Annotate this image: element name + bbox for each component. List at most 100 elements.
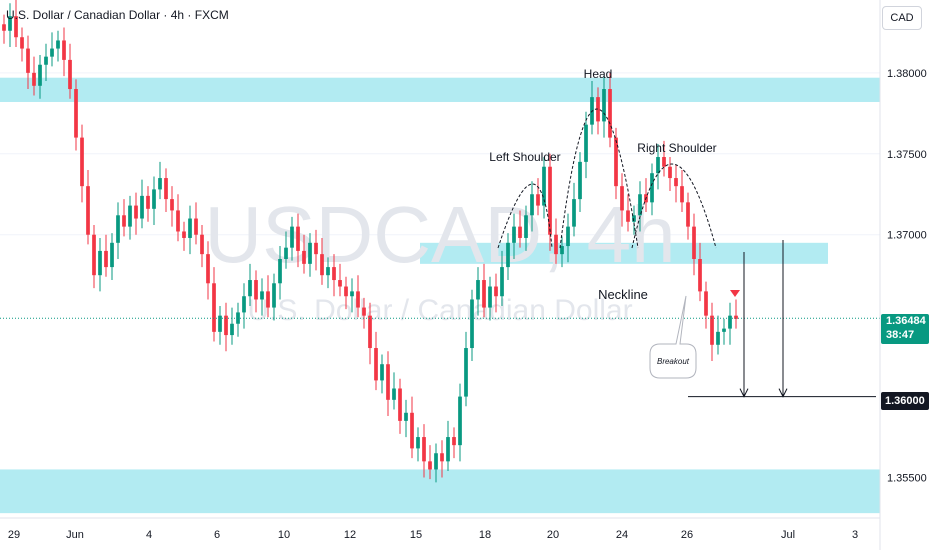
candle-body — [698, 259, 702, 292]
support-resistance-zones — [0, 77, 880, 514]
time-tick-label: 15 — [410, 529, 422, 541]
candle-body — [308, 242, 312, 264]
candle-body — [50, 48, 54, 57]
candle-body — [326, 267, 330, 276]
candle-body — [470, 299, 474, 349]
candle-body — [92, 234, 96, 276]
candle-body — [134, 205, 138, 219]
time-tick-label: 29 — [8, 529, 20, 541]
candle-body — [314, 242, 318, 255]
breakout-callout — [649, 295, 697, 379]
candle-body — [638, 194, 642, 216]
candle-body — [524, 215, 528, 238]
candle-body — [110, 242, 114, 268]
candle-body — [458, 396, 462, 446]
zone-rect — [0, 77, 880, 102]
candle-body — [356, 291, 360, 308]
candle-body — [146, 195, 150, 209]
candle-body — [164, 178, 168, 200]
candle-body — [56, 40, 60, 49]
time-tick-label: Jul — [781, 529, 795, 541]
zone-rect — [0, 469, 880, 514]
candle-body — [464, 348, 468, 397]
neckline-label: Neckline — [598, 287, 648, 302]
candle-body — [350, 291, 354, 297]
target-price-tag: 1.36000 — [881, 392, 929, 410]
candle-body — [242, 296, 246, 313]
candle-body — [38, 64, 42, 86]
candle-body — [68, 59, 72, 90]
time-tick-label: 4 — [146, 529, 152, 541]
candle-body — [446, 437, 450, 462]
candle-body — [656, 157, 660, 174]
candle-body — [32, 72, 36, 86]
candle-body — [530, 194, 534, 216]
candle-body — [188, 218, 192, 238]
candle-body — [230, 323, 234, 336]
time-tick-label: 10 — [278, 529, 290, 541]
head-label: Head — [584, 67, 613, 81]
candle-body — [686, 202, 690, 227]
candle-body — [170, 199, 174, 211]
candle-body — [584, 124, 588, 162]
head-arc — [559, 108, 639, 249]
candle-body — [674, 178, 678, 187]
candlestick-series — [0, 0, 880, 483]
candle-body — [476, 280, 480, 300]
candle-body — [104, 250, 108, 268]
candle-body — [332, 267, 336, 281]
watermark-name: U.S. Dollar / Canadian Dollar — [247, 294, 632, 327]
candle-body — [266, 291, 270, 308]
candle-body — [506, 242, 510, 268]
candle-body — [554, 234, 558, 255]
candle-body — [452, 437, 456, 446]
right-shoulder-arc — [631, 163, 717, 249]
candle-body — [80, 137, 84, 187]
arrow-head-icon — [739, 388, 749, 398]
candle-body — [26, 48, 30, 73]
candle-body — [158, 178, 162, 190]
candle-body — [398, 388, 402, 421]
candle-body — [194, 218, 198, 235]
candle-body — [650, 173, 654, 203]
currency-button[interactable]: CAD — [882, 6, 922, 30]
current-price-tag: 1.36484 38:47 — [881, 314, 929, 344]
candle-body — [98, 250, 102, 276]
candle-body — [512, 226, 516, 243]
candle-body — [62, 40, 66, 60]
candle-body — [482, 280, 486, 308]
candle-body — [680, 186, 684, 203]
candle-body — [734, 315, 738, 319]
time-tick-label: 18 — [479, 529, 491, 541]
candle-body — [548, 166, 552, 235]
candle-body — [602, 89, 606, 122]
candle-body — [428, 461, 432, 470]
candle-body — [434, 453, 438, 470]
candle-body — [272, 283, 276, 308]
candle-body — [296, 226, 300, 251]
candle-body — [260, 291, 264, 300]
chart-title: U.S. Dollar / Canadian Dollar · 4h · FXC… — [6, 8, 229, 22]
candle-body — [620, 186, 624, 211]
time-tick-label: 20 — [547, 529, 559, 541]
candle-body — [200, 234, 204, 255]
candle-body — [614, 137, 618, 187]
time-axis: 29 Jun 4 6 10 12 15 18 20 24 26 Jul 3 — [0, 517, 880, 541]
candle-body — [392, 388, 396, 400]
candle-body — [416, 437, 420, 449]
candle-body — [74, 89, 78, 138]
time-tick-label: 3 — [852, 529, 858, 541]
candle-body — [116, 215, 120, 243]
candle-body — [122, 215, 126, 227]
candle-body — [722, 328, 726, 332]
candle-body — [44, 56, 48, 65]
candle-body — [626, 210, 630, 222]
candle-body — [662, 157, 666, 167]
symbol-watermark: USDCAD, 4h U.S. Dollar / Canadian Dollar — [204, 190, 675, 327]
candle-body — [290, 226, 294, 248]
candle-body — [494, 286, 498, 297]
price-tick-label: 1.37000 — [887, 230, 927, 242]
candle-body — [422, 437, 426, 462]
candle-body — [704, 291, 708, 316]
